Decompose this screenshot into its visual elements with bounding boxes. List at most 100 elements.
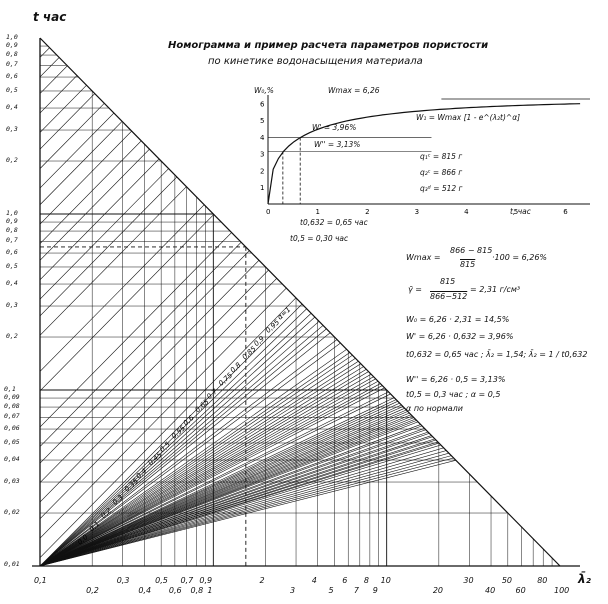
y-tick-label: 0,3 bbox=[6, 301, 18, 310]
alpha-diagonal bbox=[40, 38, 560, 566]
x-tick-label: 8 bbox=[363, 576, 369, 585]
alpha-diagonal bbox=[40, 38, 560, 566]
inset-t05: t0,5 = 0,30 час bbox=[290, 234, 349, 243]
y-tick-label: 0,02 bbox=[4, 508, 20, 517]
x-tick-label: 100 bbox=[554, 586, 570, 595]
x-tick-label: 3 bbox=[290, 586, 296, 595]
x-tick-label: 0,8 bbox=[190, 586, 204, 595]
y-tick-label: 0,9 bbox=[6, 217, 18, 226]
x-tick-label: 20 bbox=[432, 586, 444, 595]
alpha-diagonal bbox=[40, 38, 560, 566]
inset-x-tick: 2 bbox=[365, 208, 369, 216]
x-axis-label: λ̄₂ bbox=[578, 572, 591, 586]
x-tick-label: 4 bbox=[311, 576, 317, 585]
inset-chart: 1 2 3 4 5 6 0 1 2 3 4 5 6 bbox=[260, 95, 590, 216]
alpha-diagonal bbox=[40, 38, 560, 566]
inset-ylabel: W₀,% bbox=[254, 86, 274, 95]
y-tick-label: 0,9 bbox=[6, 41, 18, 50]
x-tick-label: 30 bbox=[463, 576, 474, 585]
alpha-label: 0,75 bbox=[217, 371, 234, 388]
x-tick-label: 0,2 bbox=[86, 586, 99, 595]
calc-wmax-den: 815 bbox=[460, 260, 476, 269]
y-tick-label: 0,6 bbox=[6, 248, 18, 257]
y-tick-label: 0,7 bbox=[6, 60, 18, 69]
y-tick-label: 0,7 bbox=[6, 236, 18, 245]
y-tick-label: 0,01 bbox=[4, 560, 20, 568]
alpha-diagonal bbox=[40, 38, 560, 566]
inset-formula: W₁ = Wmax [1 - e^(λ₂t)^α] bbox=[416, 113, 521, 122]
inset-xlabel: t, час bbox=[510, 207, 531, 216]
x-tick-label: 0,3 bbox=[116, 576, 130, 585]
inset-x-tick: 6 bbox=[563, 208, 568, 216]
calc-wmax-suffix: ·100 = 6,26% bbox=[492, 253, 548, 262]
alpha-label: 0,65 bbox=[194, 397, 211, 414]
calc-gamma-prefix: γ̄ = bbox=[408, 285, 422, 294]
inset-t632: t0,632 = 0,65 час bbox=[300, 218, 368, 227]
inset-q3: q₃ᵈ = 512 г bbox=[420, 184, 463, 193]
inset-x-tick: 5 bbox=[514, 208, 518, 216]
alpha-diagonal bbox=[40, 38, 560, 566]
y-tick-label: 0,2 bbox=[6, 332, 18, 341]
y-tick-label: 0,09 bbox=[4, 393, 20, 402]
inset-x-tick: 4 bbox=[464, 208, 469, 216]
hypotenuse-line bbox=[39, 37, 561, 567]
y-tick-label: 0,07 bbox=[4, 412, 20, 421]
alpha-diagonal bbox=[40, 38, 560, 566]
alpha-diagonal bbox=[40, 38, 560, 566]
inset-y-tick: 4 bbox=[260, 134, 265, 142]
inset-wmax-label: Wmax = 6,26 bbox=[328, 86, 380, 95]
alpha-diagonal bbox=[40, 38, 560, 566]
y-tick-label: 0,06 bbox=[4, 424, 20, 433]
calc-gamma-num: 815 bbox=[440, 277, 456, 286]
inset-x-tick: 3 bbox=[415, 208, 419, 216]
calc-wmax-num: 866 − 815 bbox=[450, 246, 493, 255]
y-tick-label: 0,5 bbox=[6, 85, 18, 94]
alpha-diagonal bbox=[40, 38, 560, 566]
alpha-diagonal bbox=[40, 38, 560, 566]
alpha-diagonal bbox=[40, 38, 560, 566]
x-tick-label: 50 bbox=[501, 576, 512, 585]
alpha-diagonal bbox=[40, 38, 560, 566]
x-tick-label: 7 bbox=[353, 586, 359, 595]
inset-q2: q₂ᶜ = 866 г bbox=[420, 168, 463, 177]
nomogram-title: Номограмма и пример расчета параметров п… bbox=[168, 40, 489, 51]
alpha-diagonal bbox=[40, 38, 560, 566]
y-tick-label: 0,4 bbox=[6, 103, 18, 112]
x-tick-label: 0,7 bbox=[180, 576, 194, 585]
alpha-diagonal bbox=[40, 38, 560, 566]
alpha-diagonal bbox=[40, 38, 560, 566]
y-tick-label: 0,3 bbox=[6, 125, 18, 134]
alpha-diagonal bbox=[40, 38, 560, 566]
x-tick-label: 1 bbox=[207, 586, 213, 595]
y-tick-label: 1,0 bbox=[6, 209, 18, 217]
alpha-label: 0,6 bbox=[182, 414, 196, 428]
x-tick-label: 6 bbox=[342, 576, 348, 585]
alpha-diagonal bbox=[40, 38, 560, 566]
alpha-diagonal bbox=[40, 38, 560, 566]
x-tick-label: 0,1 bbox=[34, 576, 47, 585]
inset-w1: W' = 3,96% bbox=[312, 123, 357, 132]
alpha-diagonal bbox=[40, 38, 560, 566]
inset-q1: q₁ᶜ = 815 г bbox=[420, 152, 463, 161]
alpha-label: α=1 bbox=[276, 306, 292, 322]
inset-x-tick: 1 bbox=[316, 208, 320, 216]
y-tick-label: 1,0 bbox=[6, 33, 18, 41]
alpha-diagonal bbox=[40, 38, 560, 566]
alpha-diagonal bbox=[40, 38, 560, 566]
x-tick-label: 0,4 bbox=[138, 586, 152, 595]
x-tick-label: 0,5 bbox=[155, 576, 168, 585]
alpha-diagonal bbox=[40, 38, 560, 566]
alpha-label: 0,9 bbox=[252, 334, 266, 348]
alpha-diagonal bbox=[40, 38, 560, 566]
calc-w0: W₀ = 6,26 · 2,31 = 14,5% bbox=[406, 315, 510, 324]
calc-gamma-den: 866−512 bbox=[430, 292, 468, 301]
inset-y-tick: 5 bbox=[260, 117, 264, 125]
y-tick-label: 0,1 bbox=[4, 385, 16, 393]
y-tick-label: 0,5 bbox=[6, 261, 18, 270]
alpha-diagonal bbox=[40, 38, 560, 566]
inset-y-tick: 3 bbox=[260, 151, 264, 159]
y-tick-label: 0,03 bbox=[4, 477, 20, 486]
x-tick-label: 2 bbox=[259, 576, 265, 585]
alpha-diagonal bbox=[40, 38, 560, 566]
calc-wmax-prefix: Wmax = bbox=[406, 253, 441, 262]
